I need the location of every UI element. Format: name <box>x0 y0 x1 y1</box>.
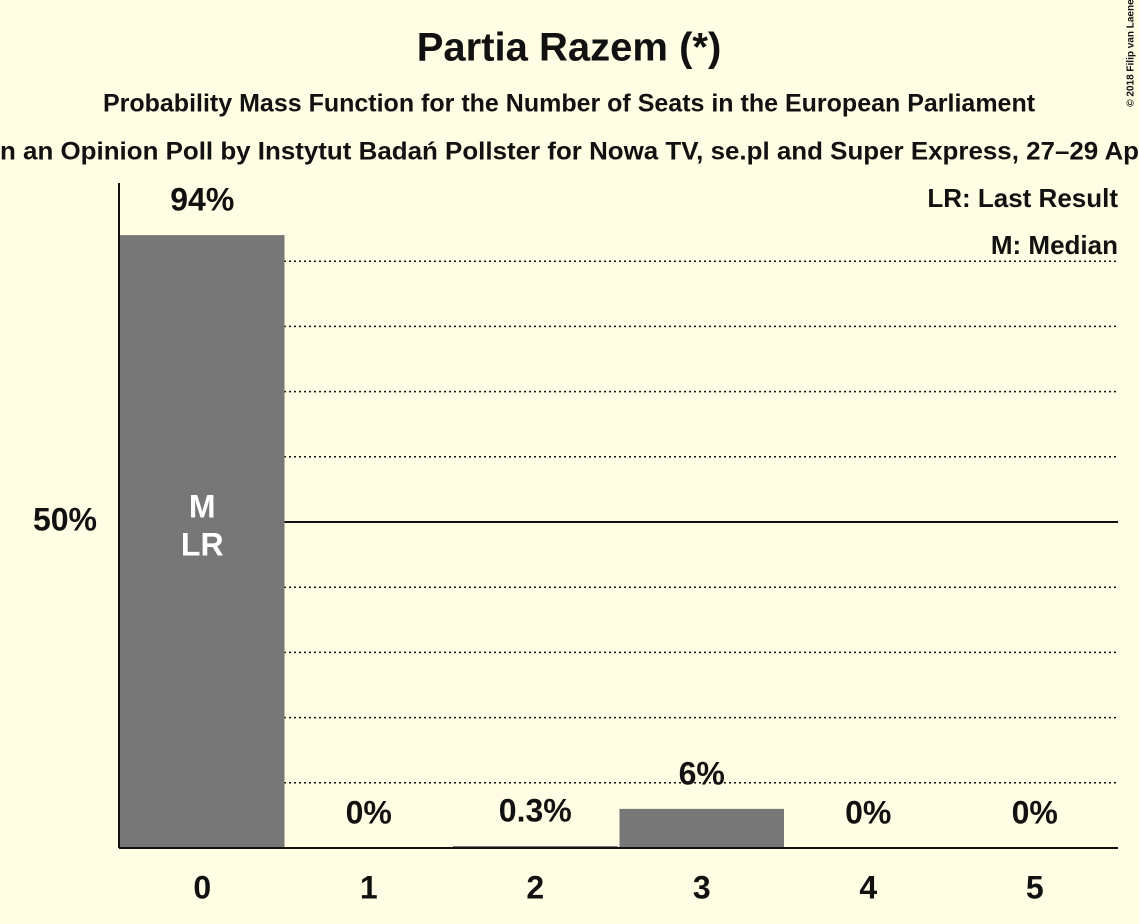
legend-entry: M: Median <box>991 230 1118 260</box>
bar <box>619 808 784 848</box>
y-tick-label: 50% <box>33 501 97 537</box>
value-label: 94% <box>170 182 234 218</box>
legend-entry: LR: Last Result <box>927 183 1118 213</box>
credit: © 2018 Filip van Laenen <box>1126 0 1137 107</box>
bar <box>120 235 285 848</box>
value-label: 0.3% <box>499 792 572 828</box>
value-label: 0% <box>346 794 392 830</box>
value-label: 0% <box>1012 794 1058 830</box>
chart-subtitle: Probability Mass Function for the Number… <box>103 90 1036 118</box>
value-label: 6% <box>679 755 725 791</box>
x-tick-label: 4 <box>859 869 877 905</box>
chart-title: Partia Razem (*) <box>417 26 722 70</box>
x-tick-label: 5 <box>1026 869 1044 905</box>
x-tick-label: 1 <box>360 869 378 905</box>
bar-annotation: M <box>189 488 216 524</box>
x-tick-label: 3 <box>693 869 711 905</box>
bar-annotation: LR <box>181 526 224 562</box>
value-label: 0% <box>845 794 891 830</box>
x-tick-label: 2 <box>526 869 544 905</box>
x-tick-label: 0 <box>193 869 211 905</box>
chart-subtitle: n an Opinion Poll by Instytut Badań Poll… <box>0 138 1139 166</box>
